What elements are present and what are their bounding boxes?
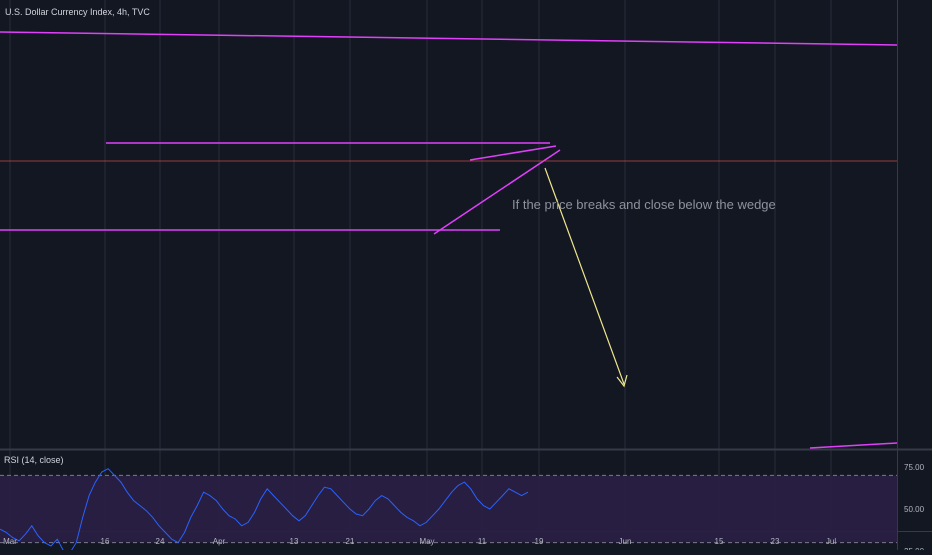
chart-title: U.S. Dollar Currency Index, 4h, TVC [5, 7, 150, 17]
time-tick-label: Jul [826, 537, 836, 546]
rsi-label: RSI (14, close) [4, 455, 64, 465]
wedge-upper-line [469, 145, 557, 161]
time-tick-label: 24 [156, 537, 165, 546]
time-tick-label: 19 [535, 537, 544, 546]
long-term-trendline [0, 31, 898, 46]
rsi-band-layer [0, 474, 897, 544]
wedge-lower-line [433, 149, 561, 235]
lower-trendline [809, 442, 898, 449]
time-tick-label: 21 [346, 537, 355, 546]
wedge-breakdown-annotation: If the price breaks and close below the … [512, 197, 776, 212]
rsi-tick-label: 75.00 [904, 463, 925, 472]
rsi-layer [0, 468, 529, 554]
rsi-band [0, 475, 897, 543]
rsi-line [0, 468, 529, 554]
rsi-tick-label: 50.00 [904, 505, 925, 514]
time-tick-label: Apr [213, 537, 226, 546]
time-tick-label: Jun [619, 537, 632, 546]
time-tick-label: 15 [715, 537, 724, 546]
time-tick-label: 11 [478, 537, 487, 546]
projection-arrow-head [616, 374, 628, 388]
time-tick-label: Mar [3, 537, 17, 546]
time-tick-label: 13 [290, 537, 299, 546]
time-tick-label: 23 [771, 537, 780, 546]
time-tick-label: 16 [101, 537, 110, 546]
projection-arrow [544, 167, 625, 385]
time-tick-label: May [419, 537, 434, 546]
drawing-layer[interactable] [0, 0, 898, 449]
